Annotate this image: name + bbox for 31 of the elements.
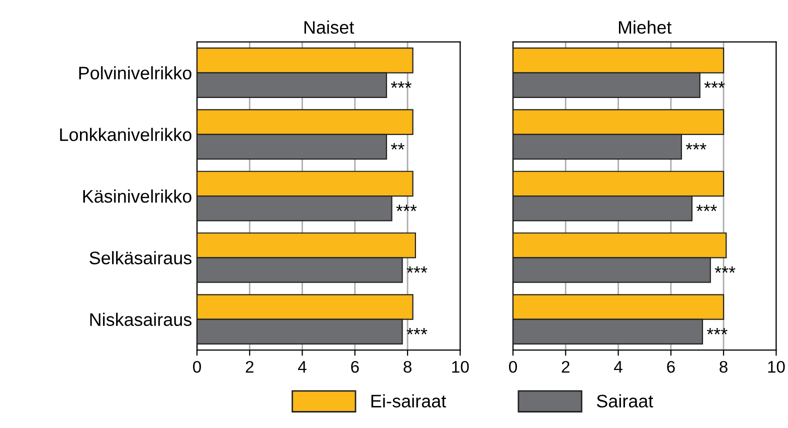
y-tick-label: Selkäsairaus <box>90 251 192 264</box>
x-tick-label: 2 <box>246 360 254 373</box>
annotation: ** <box>390 143 404 150</box>
legend-label: Sairaat <box>596 394 654 408</box>
x-tick-label: 0 <box>509 360 517 373</box>
annotation: *** <box>406 328 428 334</box>
x-tick-label: 6 <box>351 360 359 373</box>
annotation: *** <box>686 143 706 150</box>
x-tick-label: 2 <box>562 360 570 373</box>
x-tick-label: 8 <box>404 360 412 373</box>
annotation: *** <box>704 82 725 88</box>
x-tick-label: 10 <box>452 360 469 373</box>
x-tick-label: 0 <box>193 360 201 373</box>
annotation: *** <box>706 328 728 334</box>
chart-title: Miehet <box>618 20 672 34</box>
x-tick-label: 4 <box>614 361 622 373</box>
annotation: *** <box>396 204 417 212</box>
x-tick-label: 4 <box>298 361 306 373</box>
x-tick-label: 6 <box>667 360 675 373</box>
y-tick-label: Polvinivelrikko <box>79 66 192 80</box>
y-tick-label: Käsinivelrikko <box>83 189 192 203</box>
annotation: *** <box>406 266 428 273</box>
annotation: *** <box>390 82 412 88</box>
chart-title: Naiset <box>304 20 354 34</box>
x-tick-label: 8 <box>720 360 728 373</box>
annotation: *** <box>714 266 736 273</box>
y-tick-label: Niskasairaus <box>90 312 192 326</box>
legend-label: Ei-sairaat <box>371 394 446 408</box>
annotation: *** <box>696 204 717 212</box>
y-tick-label: Lonkkanivelrikko <box>60 128 192 142</box>
x-tick-label: 10 <box>768 360 785 373</box>
